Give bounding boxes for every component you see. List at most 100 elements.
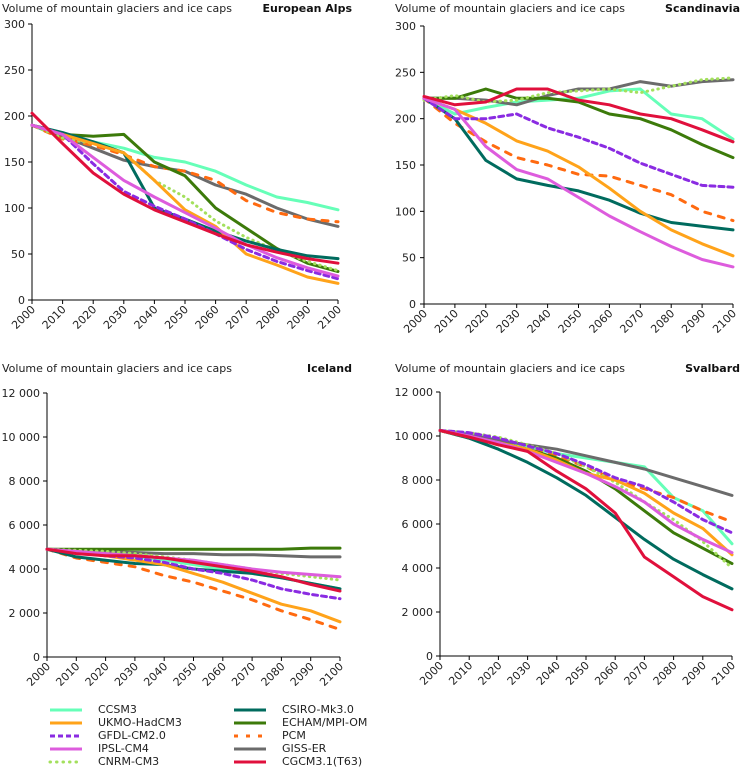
legend-swatch: [50, 708, 82, 711]
x-tick-label: 2030: [112, 660, 141, 689]
x-tick-label: 2010: [40, 303, 69, 332]
x-tick-label: 2020: [83, 660, 112, 689]
y-tick-label: 0: [33, 651, 40, 664]
x-tick-label: 2060: [592, 659, 621, 688]
chart-panel-iceland: Volume of mountain glaciers and ice caps…: [2, 362, 353, 689]
y-tick-label: 6 000: [402, 518, 434, 531]
series-line-csiro-mk3-0: [422, 96, 735, 232]
legend-item: GFDL-CM2.0: [48, 729, 166, 742]
x-tick-label: 2070: [223, 303, 252, 332]
x-tick-label: 2090: [679, 307, 708, 336]
series-line-pcm: [422, 96, 735, 223]
y-tick-label: 200: [4, 110, 25, 123]
y-tick-label: 6 000: [9, 519, 41, 532]
y-tick-label: 250: [4, 64, 25, 77]
x-tick-label: 2090: [288, 660, 317, 689]
x-tick-label: 2060: [200, 660, 229, 689]
x-tick-label: 2040: [525, 307, 554, 336]
charts-canvas: Volume of mountain glaciers and ice caps…: [2, 2, 741, 689]
series-line-cnrm-cm3: [438, 429, 734, 570]
chart-panel-svalbard: Volume of mountain glaciers and ice caps…: [395, 362, 741, 688]
x-tick-label: 2080: [254, 303, 283, 332]
x-tick-label: 2050: [563, 659, 592, 688]
legend-label: GISS-ER: [282, 742, 327, 755]
x-tick-label: 2040: [534, 659, 563, 688]
x-tick-label: 2030: [505, 659, 534, 688]
x-tick-label: 2060: [587, 307, 616, 336]
x-tick-label: 2020: [70, 303, 99, 332]
y-tick-label: 0: [426, 650, 433, 663]
legend-swatch: [50, 734, 82, 737]
series-line-cgcm3-1-t63-: [30, 111, 340, 265]
y-tick-label: 8 000: [402, 474, 434, 487]
y-tick-label: 300: [395, 20, 416, 33]
legend-item: CNRM-CM3: [48, 755, 159, 768]
series-line-echam-mpi-om: [422, 87, 735, 160]
legend-label: GFDL-CM2.0: [98, 729, 166, 742]
y-tick-label: 100: [395, 205, 416, 218]
x-tick-label: 2070: [617, 307, 646, 336]
x-tick-label: 2090: [680, 659, 709, 688]
legend: CCSM3 UKMO-HadCM3 GFDL-CM2.0 IPSL-CM4 CNRM-C…: [0, 700, 742, 768]
legend-label: UKMO-HadCM3: [98, 716, 182, 729]
legend-swatch: [234, 708, 266, 711]
series-line-gfdl-cm2-0: [422, 96, 735, 189]
series-line-gfdl-cm2-0: [30, 123, 340, 281]
x-tick-label: 2100: [710, 307, 739, 336]
legend-swatch: [50, 721, 82, 724]
x-tick-label: 2050: [162, 303, 191, 332]
series-line-ukmo-hadcm3: [30, 123, 340, 285]
legend-item: CCSM3: [48, 703, 137, 716]
legend-label: ECHAM/MPI-OM: [282, 716, 368, 729]
x-tick-label: 2000: [9, 303, 38, 332]
x-tick-label: 2030: [494, 307, 523, 336]
x-tick-label: 2100: [709, 659, 738, 688]
legend-label: CSIRO-Mk3.0: [282, 703, 354, 716]
x-tick-label: 2100: [315, 303, 344, 332]
series-line-ipsl-cm4: [45, 547, 342, 579]
y-tick-label: 10 000: [395, 430, 434, 443]
y-tick-label: 100: [4, 202, 25, 215]
legend-item: IPSL-CM4: [48, 742, 149, 755]
series-line-cgcm3-1-t63-: [45, 547, 342, 593]
y-tick-label: 12 000: [2, 387, 41, 400]
x-tick-label: 2010: [432, 307, 461, 336]
legend-swatch: [234, 747, 266, 750]
region-label: Scandinavia: [665, 2, 740, 15]
region-label: Svalbard: [685, 362, 740, 375]
x-tick-label: 2090: [285, 303, 314, 332]
series-line-ukmo-hadcm3: [438, 429, 734, 557]
x-tick-label: 2010: [53, 660, 82, 689]
legend-item: UKMO-HadCM3: [48, 716, 182, 729]
legend-item: CGCM3.1(T63): [232, 755, 362, 768]
y-tick-label: 10 000: [2, 431, 41, 444]
legend-swatch: [48, 760, 84, 763]
chart-panel-european-alps: Volume of mountain glaciers and ice caps…: [2, 2, 352, 332]
y-tick-label: 2 000: [9, 607, 41, 620]
x-tick-label: 2070: [229, 660, 258, 689]
series-line-echam-mpi-om: [45, 546, 342, 551]
legend-swatch: [234, 760, 266, 763]
y-tick-label: 4 000: [402, 562, 434, 575]
chart-title: Volume of mountain glaciers and ice caps: [395, 362, 625, 375]
series-line-pcm: [438, 429, 734, 524]
series-line-ipsl-cm4: [422, 96, 735, 269]
y-tick-label: 12 000: [395, 386, 434, 399]
series-line-pcm: [30, 123, 340, 224]
y-tick-label: 50: [402, 252, 416, 265]
legend-swatch: [50, 747, 82, 750]
x-tick-label: 2020: [463, 307, 492, 336]
region-label: Iceland: [307, 362, 352, 375]
x-tick-label: 2080: [259, 660, 288, 689]
y-tick-label: 200: [395, 113, 416, 126]
series-line-pcm: [45, 547, 342, 631]
legend-item: ECHAM/MPI-OM: [232, 716, 367, 729]
region-label: European Alps: [263, 2, 353, 15]
y-tick-label: 4 000: [9, 563, 41, 576]
x-tick-label: 2000: [24, 660, 53, 689]
x-tick-label: 2000: [401, 307, 430, 336]
legend-label: CCSM3: [98, 703, 137, 716]
x-tick-label: 2010: [446, 659, 475, 688]
x-tick-label: 2030: [101, 303, 130, 332]
x-tick-label: 2080: [648, 307, 677, 336]
